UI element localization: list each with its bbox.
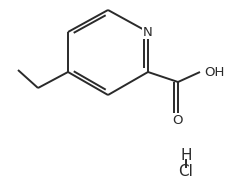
Text: OH: OH <box>203 66 223 79</box>
Text: O: O <box>172 113 183 126</box>
Text: Cl: Cl <box>178 164 192 180</box>
Text: H: H <box>180 147 191 163</box>
Text: N: N <box>143 26 152 39</box>
